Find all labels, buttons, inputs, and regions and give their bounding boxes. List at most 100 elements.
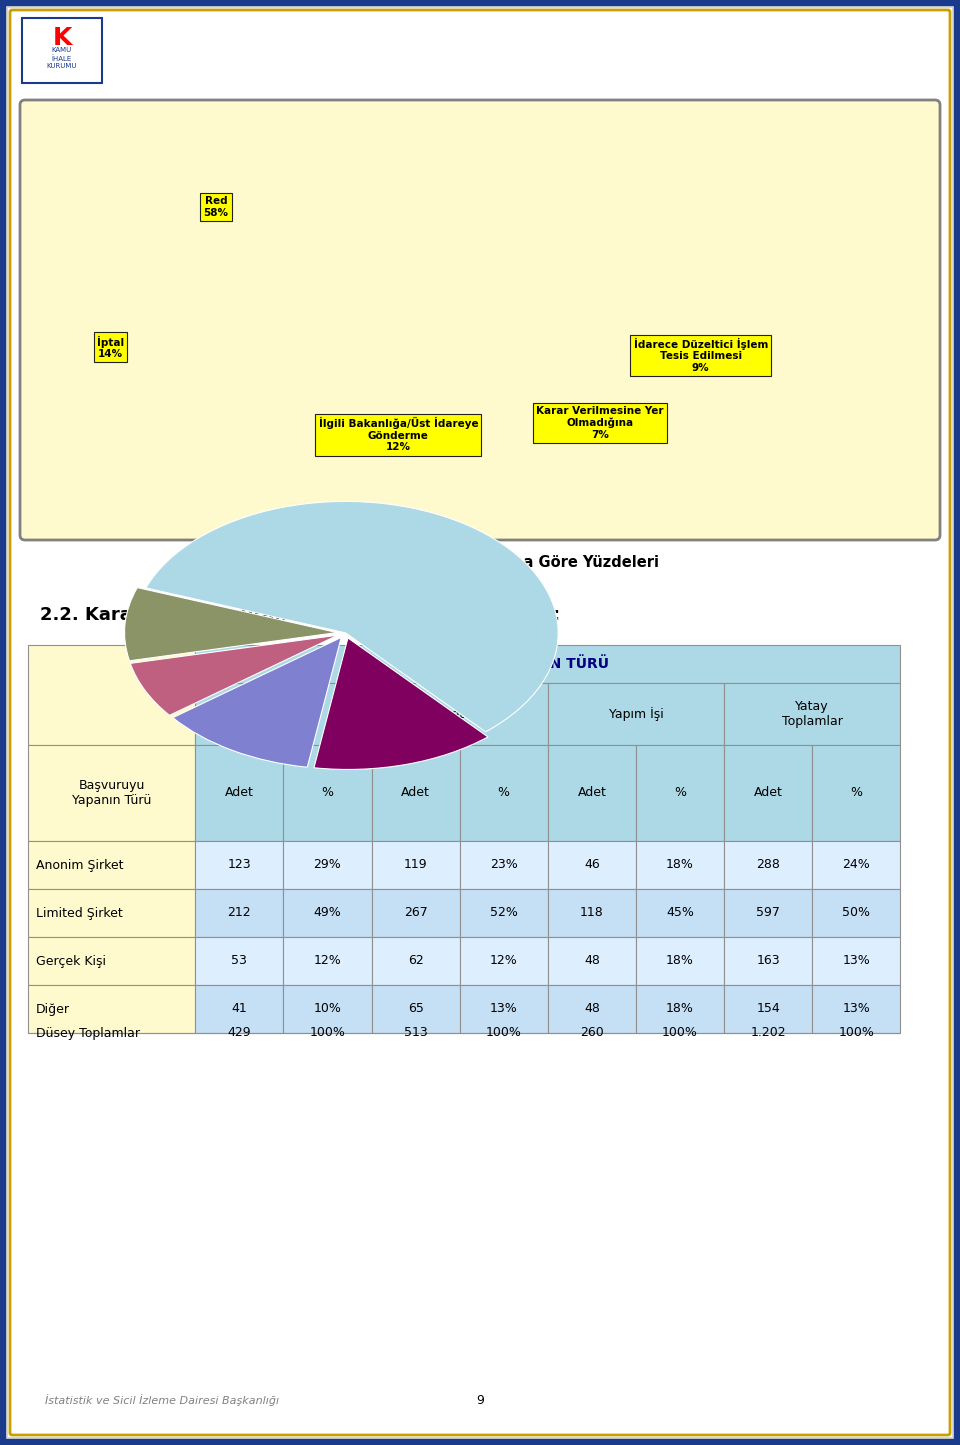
Text: 119: 119 [404,858,427,871]
FancyBboxPatch shape [8,9,952,1436]
Text: Kararların Başvuru Yollarına Göre Yüzdeleri: Kararların Başvuru Yollarına Göre Yüzdel… [301,555,659,571]
Text: 288: 288 [756,858,780,871]
Text: 13%: 13% [843,955,870,968]
Text: 41: 41 [231,1003,247,1016]
Text: 48: 48 [584,1003,600,1016]
Text: İlgili Bakanlığa/Üst İdareye
Gönderme
12%: İlgili Bakanlığa/Üst İdareye Gönderme 12… [319,418,478,452]
Bar [460,746,548,841]
Bar [548,889,636,936]
Wedge shape [131,636,338,715]
Text: %: % [497,786,510,799]
Bar [283,889,372,936]
Bar [372,936,460,985]
Text: 52%: 52% [490,906,517,919]
FancyBboxPatch shape [22,17,102,82]
Text: 18%: 18% [666,1003,694,1016]
Bar [460,841,548,889]
Text: Adet: Adet [754,786,782,799]
Text: İstatistik ve Sicil İzleme Dairesi Başkanlığı: İstatistik ve Sicil İzleme Dairesi Başka… [45,1394,279,1406]
Text: 429: 429 [228,1026,252,1039]
Text: %: % [322,786,333,799]
Text: Gerçek Kişi: Gerçek Kişi [36,955,106,968]
Wedge shape [314,637,488,769]
Text: 154: 154 [756,1003,780,1016]
Bar [812,841,900,889]
Bar [28,889,195,936]
Text: 2.2. Kararların Başvuranların Türüne Göre Dağılımı:: 2.2. Kararların Başvuranların Türüne Gör… [40,605,560,624]
Text: Limited Şirket: Limited Şirket [36,906,123,919]
Text: 513: 513 [404,1026,427,1039]
Bar [724,889,812,936]
Text: 267: 267 [404,906,427,919]
FancyBboxPatch shape [20,100,940,540]
Bar [548,936,636,985]
Bar [548,985,636,1033]
Text: 100%: 100% [662,1026,698,1039]
Text: 212: 212 [228,906,252,919]
Bar [283,985,372,1033]
Bar [724,985,812,1033]
Text: İdarece Düzeltici İşlem
Tesis Edilmesi
9%: İdarece Düzeltici İşlem Tesis Edilmesi 9… [634,338,768,373]
Bar [636,985,724,1033]
Bar [283,841,372,889]
Text: Hizmet Alımı: Hizmet Alımı [420,708,499,721]
Text: 13%: 13% [843,1003,870,1016]
Text: 123: 123 [228,858,252,871]
Text: Adet: Adet [225,786,253,799]
Text: Karar Verilmesine Yer
Olmadığına
7%: Karar Verilmesine Yer Olmadığına 7% [537,406,663,439]
Text: Adet: Adet [401,786,430,799]
Text: Diğer: Diğer [36,1003,70,1016]
Text: 118: 118 [580,906,604,919]
Bar [636,936,724,985]
Text: 62: 62 [408,955,423,968]
Wedge shape [146,501,558,731]
Bar [195,746,283,841]
Text: Düsey Toplamlar: Düsey Toplamlar [36,1026,140,1039]
Text: Mal Alımı: Mal Alımı [254,708,312,721]
Bar [724,841,812,889]
Text: 12%: 12% [490,955,517,968]
Bar [195,985,283,1033]
Text: %: % [674,786,686,799]
Text: 100%: 100% [838,1026,875,1039]
Bar [548,746,636,841]
Wedge shape [125,588,337,660]
Bar [548,683,724,746]
Bar [283,746,372,841]
Text: 9: 9 [476,1393,484,1406]
Bar [636,889,724,936]
Text: Yapım İşi: Yapım İşi [609,707,663,721]
Bar [195,936,283,985]
Bar [460,985,548,1033]
Bar [28,644,195,746]
Bar [28,936,195,985]
Text: 48: 48 [584,955,600,968]
Bar [812,889,900,936]
Bar [372,985,460,1033]
Bar [460,889,548,936]
Text: 260: 260 [580,1026,604,1039]
Text: 23%: 23% [490,858,517,871]
Text: 46: 46 [584,858,600,871]
Text: %: % [851,786,862,799]
Bar [812,936,900,985]
Text: Red
58%: Red 58% [204,197,228,218]
Text: 29%: 29% [314,858,342,871]
Bar [812,746,900,841]
Bar [724,936,812,985]
Bar [195,889,283,936]
Text: 50%: 50% [842,906,871,919]
Bar [812,985,900,1033]
Bar [195,644,900,683]
Bar [724,683,900,746]
Bar [283,936,372,985]
Text: 49%: 49% [314,906,342,919]
Text: 100%: 100% [309,1026,346,1039]
Text: 10%: 10% [314,1003,342,1016]
Bar [636,746,724,841]
Bar [372,683,548,746]
Bar [372,889,460,936]
Bar [28,746,195,841]
Text: Adet: Adet [577,786,607,799]
Bar [548,841,636,889]
